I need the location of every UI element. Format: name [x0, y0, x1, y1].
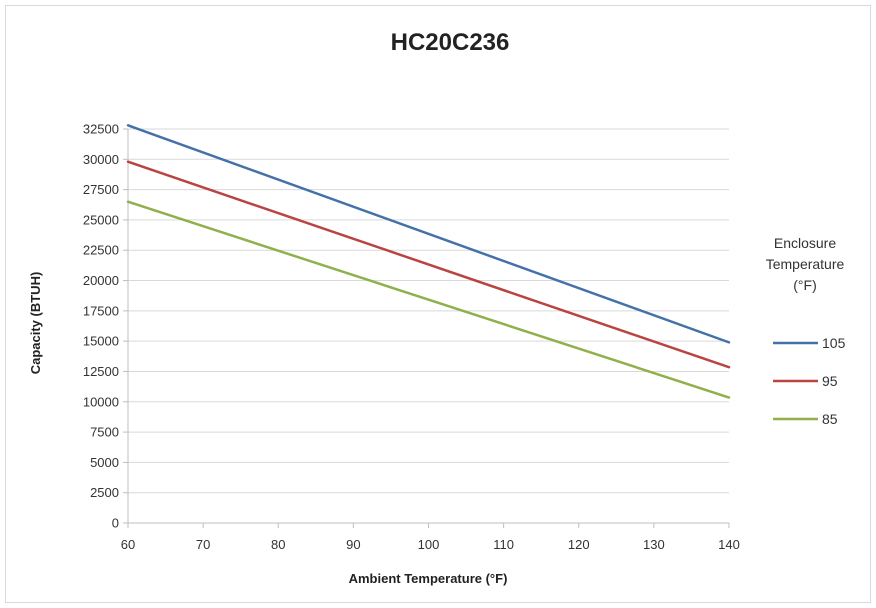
x-axis-title: Ambient Temperature (°F) [349, 571, 508, 586]
x-tick-label: 60 [121, 537, 135, 552]
gridlines [128, 128, 729, 524]
x-tick-label: 130 [643, 537, 665, 552]
legend-title-line: (°F) [793, 277, 816, 293]
legend-title-line: Temperature [766, 256, 845, 272]
series-line-95 [126, 160, 731, 369]
y-axis: 0 2500 5000 7500 10000 12500 15000 17500 20000 22… [83, 122, 129, 531]
y-tick-label: 2500 [90, 485, 119, 500]
series-lines [126, 124, 731, 399]
y-tick-label: 22500 [83, 243, 119, 258]
legend-label-105: 105 [822, 335, 846, 351]
y-tick-label: 25000 [83, 212, 119, 227]
y-tick-label: 20000 [83, 273, 119, 288]
x-tick-label: 100 [418, 537, 440, 552]
x-tick-label: 70 [196, 537, 210, 552]
y-tick-label: 10000 [83, 394, 119, 409]
chart-title: HC20C236 [391, 29, 510, 56]
x-tick-label: 120 [568, 537, 590, 552]
legend-label-85: 85 [822, 411, 838, 427]
x-tick-label: 140 [718, 537, 740, 552]
y-tick-label: 5000 [90, 455, 119, 470]
y-axis-title: Capacity (BTUH) [28, 272, 43, 375]
y-tick-label: 15000 [83, 334, 119, 349]
legend-title: Enclosure Temperature (°F) [766, 235, 845, 293]
y-tick-label: 12500 [83, 364, 119, 379]
y-tick-label: 32500 [83, 122, 119, 137]
x-tick-label: 110 [493, 537, 514, 552]
y-tick-label: 17500 [83, 303, 119, 318]
y-tick-label: 0 [112, 516, 119, 531]
x-tick-label: 80 [271, 537, 285, 552]
series-line-85 [126, 200, 731, 399]
series-line-105 [126, 124, 731, 344]
y-tick-label: 7500 [90, 425, 119, 440]
legend-label-95: 95 [822, 373, 838, 389]
legend-title-line: Enclosure [774, 235, 836, 251]
y-tick-label: 27500 [83, 182, 119, 197]
x-tick-label: 90 [346, 537, 360, 552]
legend: Enclosure Temperature (°F) 105 95 85 [766, 235, 846, 427]
y-tick-label: 30000 [83, 152, 119, 167]
x-axis: 60 70 80 90 100 110 120 130 140 [121, 523, 740, 552]
